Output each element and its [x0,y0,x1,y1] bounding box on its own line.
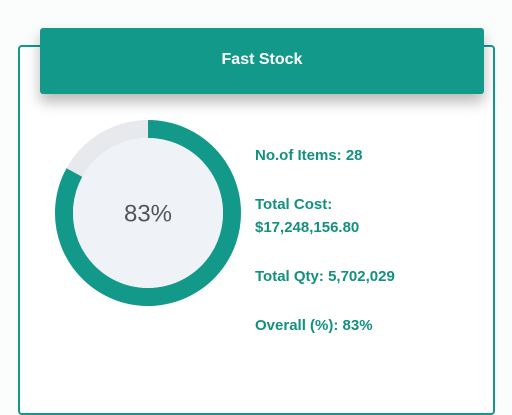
stat: Total Cost: $17,248,156.80 [255,193,490,239]
stat-label: Total Cost: [255,196,333,213]
stat-value: 83% [342,317,373,334]
stats: No.of Items: 28 Total Cost: $17,248,156.8… [255,144,490,363]
stat-label: Total Qty: [255,268,324,285]
donut-chart: 83% [55,120,241,306]
donut-arc [55,120,241,306]
stat-value: 5,702,029 [328,268,395,285]
donut-center [73,138,223,288]
stat-value: $17,248,156.80 [255,219,360,236]
stat-value: 28 [345,147,363,164]
card-header: Fast Stock [40,28,484,94]
stat-label: Overall (%): [255,317,339,334]
page: Fast Stock 83% No.of Items: 28 Total Cost… [18,28,495,415]
stat: Overall (%): 83% [255,314,490,337]
stat-label: No.of Items: [255,147,342,164]
donut-label: 83% [124,200,172,227]
stat: No.of Items: 28 [255,144,490,167]
stat: Total Qty: 5,702,029 [255,265,490,288]
